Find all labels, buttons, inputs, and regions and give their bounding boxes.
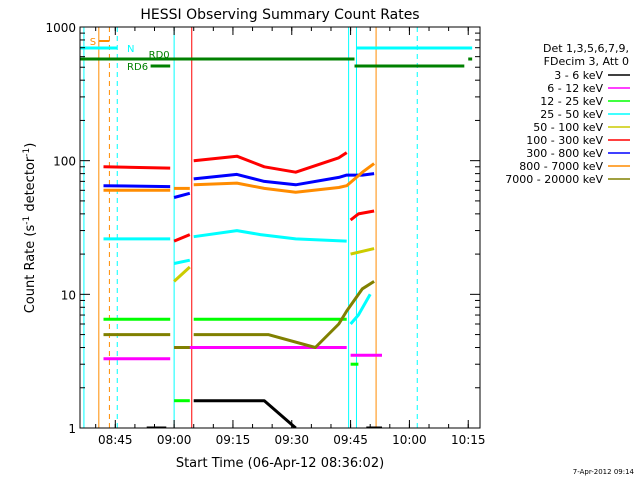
y-tick-label: 1 — [68, 422, 76, 436]
series-line — [103, 165, 171, 170]
x-tick-label: 09:45 — [333, 433, 368, 447]
series-line — [193, 151, 348, 174]
x-tick-label: 08:45 — [98, 433, 133, 447]
series-line — [193, 280, 375, 349]
time-markers — [83, 27, 418, 428]
x-tick-label: 10:15 — [451, 433, 486, 447]
x-tick-label: 10:00 — [392, 433, 427, 447]
legend: Det 1,3,5,6,7,9, FDecim 3, Att 0 3 - 6 k… — [505, 42, 630, 186]
x-tick-label: 09:30 — [274, 433, 309, 447]
series-line — [350, 247, 375, 256]
legend-header-1: Det 1,3,5,6,7,9, — [543, 42, 629, 55]
legend-label: 25 - 50 keV — [540, 108, 603, 121]
legend-header-2: FDecim 3, Att 0 — [544, 55, 629, 68]
y-tick-label: 10 — [61, 288, 76, 302]
flag-label: N — [127, 44, 134, 55]
series-line — [173, 258, 191, 265]
legend-label: 100 - 300 keV — [526, 134, 603, 147]
series-line — [173, 265, 191, 283]
series-line — [349, 293, 372, 325]
flag-label: RD6 — [127, 62, 148, 73]
y-axis-label: Count Rate (s-1 detector-1) — [22, 143, 38, 314]
plot-frame — [79, 26, 481, 429]
series-line — [103, 184, 171, 189]
chart-title: HESSI Observing Summary Count Rates — [140, 7, 419, 23]
x-axis: 08:45 09:00 09:15 09:30 09:45 10:00 10:15 — [95, 27, 486, 447]
series-line — [349, 209, 375, 222]
y-tick-label: 1000 — [45, 21, 76, 35]
series-line — [193, 399, 297, 428]
y-axis-label-sup1: -1 — [22, 216, 32, 225]
legend-label: 50 - 100 keV — [533, 121, 603, 134]
legend-label: 3 - 6 keV — [554, 69, 603, 82]
series-line — [193, 162, 375, 194]
series-line — [173, 233, 191, 243]
x-axis-label: Start Time (06-Apr-12 08:36:02) — [176, 456, 384, 471]
series-line — [173, 191, 191, 199]
x-tick-label: 09:00 — [157, 433, 192, 447]
y-axis-label-main: Count Rate (s — [23, 225, 38, 314]
y-tick-label: 100 — [53, 155, 76, 169]
x-tick-label: 09:15 — [216, 433, 251, 447]
series-lines — [103, 151, 382, 428]
y-axis-label-mid: detector — [23, 156, 38, 216]
y-axis-label-sup2: -1 — [22, 148, 32, 157]
footer-date: 7-Apr-2012 09:14 — [573, 468, 635, 476]
series-line — [193, 229, 347, 243]
legend-label: 12 - 25 keV — [540, 95, 603, 108]
y-axis-label-end: ) — [23, 143, 38, 148]
legend-label: 6 - 12 keV — [547, 82, 603, 95]
flag-label: RD0 — [149, 50, 170, 61]
flag-label: S — [90, 37, 96, 48]
legend-label: 300 - 800 keV — [526, 147, 603, 160]
legend-label: 7000 - 20000 keV — [505, 173, 603, 186]
y-axis: 1 10 100 1000 — [45, 21, 480, 436]
legend-label: 800 - 7000 keV — [519, 160, 603, 173]
